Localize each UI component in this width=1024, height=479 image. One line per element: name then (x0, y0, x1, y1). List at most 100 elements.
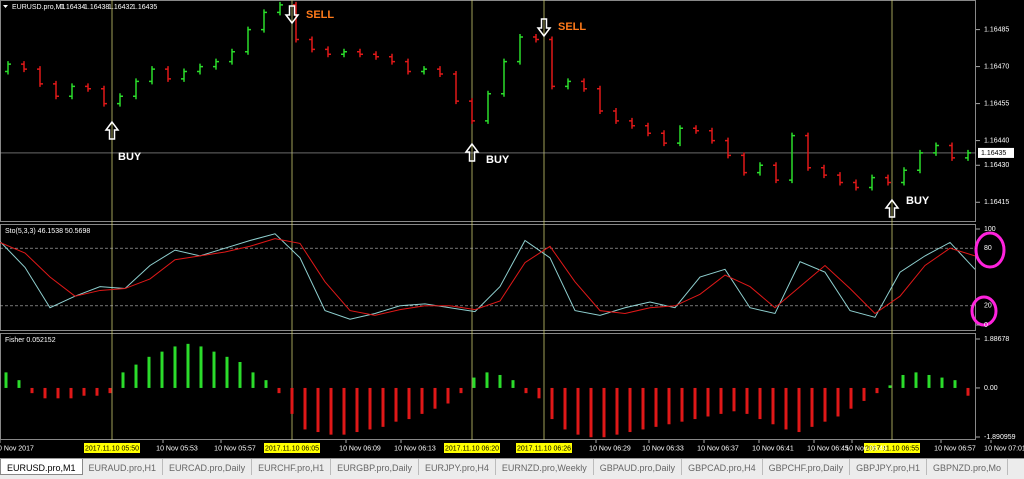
price-bar (501, 58, 507, 97)
price-bar (965, 149, 971, 161)
y-tick-label: 1.88678 (984, 336, 1009, 343)
symbol-tab[interactable]: EURGBP.pro,Daily (331, 459, 419, 475)
price-bar (181, 68, 187, 82)
symbol-tab[interactable]: GBPCAD.pro,H4 (682, 459, 763, 475)
price-bar (917, 149, 923, 174)
event-label-bg (84, 443, 140, 453)
x-tick-label: 10 Nov 06:09 (339, 445, 381, 452)
price-bar (165, 66, 171, 82)
price-bar (949, 142, 955, 161)
price-bar (5, 61, 11, 75)
price-bar (21, 61, 27, 73)
signal-arrow (536, 18, 552, 38)
price-bar (901, 167, 907, 186)
x-tick-label: 10 Nov 07:01 (984, 445, 1024, 452)
symbol-tab[interactable]: GBPNZD.pro,Mo (927, 459, 1009, 475)
event-label: 2017.11.10 06:20 (445, 445, 499, 452)
price-bar (229, 48, 235, 65)
price-bar (245, 26, 251, 55)
event-label: 2017.11.10 06:26 (517, 445, 571, 452)
price-bar (661, 130, 667, 147)
price-bar (469, 98, 475, 124)
price-bar (485, 90, 491, 124)
y-tick-label: 20 (984, 303, 992, 310)
price-bar (261, 9, 267, 33)
signal-arrow (464, 142, 480, 162)
price-bar (549, 36, 555, 90)
y-tick-label: 1.16455 (984, 100, 1009, 107)
symbol-tab[interactable]: EURCHF.pro,H1 (252, 459, 332, 475)
symbol-tab[interactable]: EURJPY.pro,H4 (419, 459, 496, 475)
x-tick-label: 10 Nov 06:45 (807, 445, 849, 452)
price-bar (757, 162, 763, 176)
event-label: 2017.11.10 06:55 (865, 445, 919, 452)
price-bar (277, 1, 283, 16)
price-bar (869, 174, 875, 191)
y-tick-label: 1.16430 (984, 162, 1009, 169)
header-ohlc: 1.16434 (60, 4, 85, 11)
x-tick-label: 10 Nov 06:13 (394, 445, 436, 452)
price-bar (309, 36, 315, 53)
event-label-bg (444, 443, 500, 453)
symbol-tab[interactable]: EURCAD.pro,Daily (163, 459, 253, 475)
highlight-circle (970, 295, 998, 327)
x-tick-label: 10 Nov 05:53 (156, 445, 198, 452)
y-tick-label: 100 (984, 226, 996, 233)
signal-arrow (284, 5, 300, 25)
price-bar (533, 34, 539, 43)
event-label: 2017.11.10 06:05 (265, 445, 319, 452)
header-ohlc: 1.16435 (132, 4, 157, 11)
x-tick-label: 10 Nov 06:49 (845, 445, 887, 452)
price-bar (149, 66, 155, 85)
symbol-tab[interactable]: EURUSD.pro,M1 (0, 459, 83, 475)
y-tick-label: 0.00 (984, 385, 998, 392)
x-tick-label: 10 Nov 06:41 (752, 445, 794, 452)
price-bar (741, 152, 747, 176)
price-bar (37, 66, 43, 87)
event-label-bg (516, 443, 572, 453)
y-tick-label: 1.16415 (984, 199, 1009, 206)
price-bar (133, 78, 139, 100)
x-tick-label: 10 Nov 2017 (0, 445, 34, 452)
price-bar (357, 48, 363, 58)
price-bar (693, 125, 699, 134)
price-bar (117, 93, 123, 107)
stoch-signal-line (0, 238, 976, 316)
price-bar (53, 80, 59, 100)
y-tick-label: 0 (984, 322, 988, 329)
price-bar (405, 58, 411, 75)
signal-label: SELL (306, 9, 334, 21)
event-label-bg (264, 443, 320, 453)
header-icon (3, 5, 8, 8)
symbol-tab[interactable]: GBPCHF.pro,Daily (763, 459, 851, 475)
x-tick-label: 10 Nov 05:57 (214, 445, 256, 452)
x-tick-label: 10 Nov 06:33 (642, 445, 684, 452)
price-bar (853, 179, 859, 191)
price-bar (885, 174, 891, 186)
symbol-tab[interactable]: EURAUD.pro,H1 (83, 459, 164, 475)
price-bar (629, 117, 635, 129)
stoch-label: Sto(5,3,3) 46.1538 50.5698 (5, 228, 90, 235)
signal-label: BUY (486, 154, 510, 166)
symbol-tabs: EURUSD.pro,M1 EURAUD.pro,H1 EURCAD.pro,Dai… (0, 458, 1024, 479)
terminal-chart: 2017.11.10 05:50 2017.11.10 06:05 2017.11.… (0, 0, 1024, 453)
symbol-tab[interactable]: GBPJPY.pro,H1 (850, 459, 927, 475)
fisher-panel (0, 333, 976, 440)
price-bar (293, 1, 299, 43)
y-tick-label: 1.16470 (984, 63, 1009, 70)
price-bar (773, 162, 779, 184)
price-bar (805, 132, 811, 171)
signal-label: SELL (558, 21, 586, 33)
current-price-label: 1.16435 (981, 150, 1006, 157)
price-bar (453, 71, 459, 105)
price-bar (709, 127, 715, 144)
price-bar (821, 164, 827, 179)
price-bar (597, 85, 603, 114)
current-price-box (978, 147, 1014, 158)
event-label: 2017.11.10 05:50 (85, 445, 139, 452)
symbol-tab[interactable]: EURNZD.pro,Weekly (496, 459, 594, 475)
x-tick-label: 10 Nov 06:37 (697, 445, 739, 452)
price-bar (677, 125, 683, 147)
symbol-tab[interactable]: GBPAUD.pro,Daily (594, 459, 683, 475)
